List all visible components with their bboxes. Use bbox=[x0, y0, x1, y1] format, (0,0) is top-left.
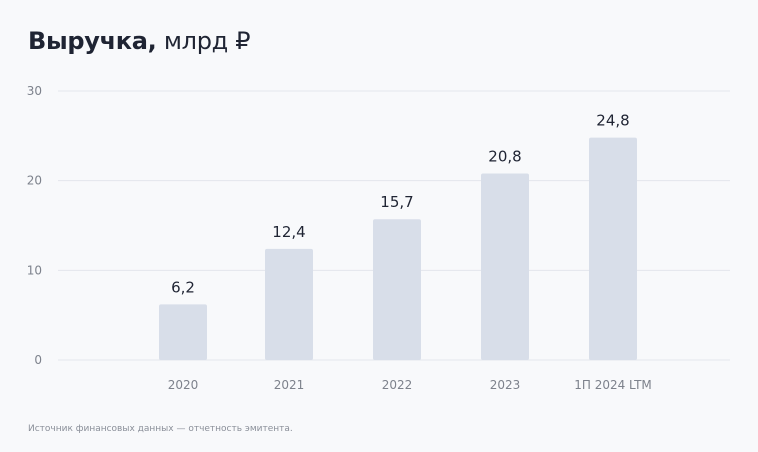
x-tick-label: 2021 bbox=[274, 378, 305, 392]
bar bbox=[159, 304, 207, 360]
y-tick-label: 20 bbox=[27, 174, 42, 188]
y-tick-label: 0 bbox=[34, 353, 42, 367]
data-label: 20,8 bbox=[488, 147, 521, 165]
x-tick-label: 2020 bbox=[168, 378, 199, 392]
x-tick-label: 2022 bbox=[382, 378, 413, 392]
chart-title-main: Выручка, bbox=[28, 27, 157, 55]
bar bbox=[373, 219, 421, 360]
source-footnote: Источник финансовых данных — отчетность … bbox=[28, 424, 293, 434]
bar bbox=[265, 248, 313, 360]
bar bbox=[481, 173, 529, 360]
data-label: 6,2 bbox=[171, 278, 195, 296]
y-tick-label: 10 bbox=[27, 263, 42, 277]
data-label: 15,7 bbox=[380, 193, 413, 211]
x-tick-label: 2023 bbox=[490, 378, 521, 392]
data-label: 24,8 bbox=[596, 112, 629, 130]
chart-title-unit: млрд ₽ bbox=[163, 27, 251, 55]
bar bbox=[589, 137, 637, 360]
y-tick-label: 30 bbox=[27, 84, 42, 98]
data-label: 12,4 bbox=[272, 223, 305, 241]
chart-title: Выручка, млрд ₽ bbox=[28, 27, 251, 55]
x-tick-label: 1П 2024 LTM bbox=[574, 378, 652, 392]
